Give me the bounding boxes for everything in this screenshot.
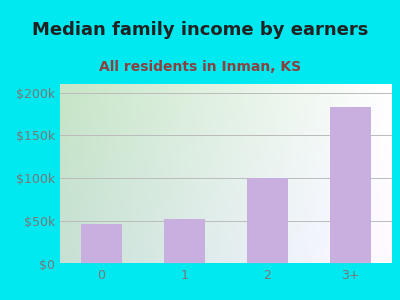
Text: Median family income by earners: Median family income by earners — [32, 21, 368, 39]
Bar — [247, 178, 288, 264]
Text: All residents in Inman, KS: All residents in Inman, KS — [99, 60, 301, 74]
Bar — [164, 219, 205, 264]
Bar — [81, 224, 122, 264]
Bar — [330, 107, 371, 264]
